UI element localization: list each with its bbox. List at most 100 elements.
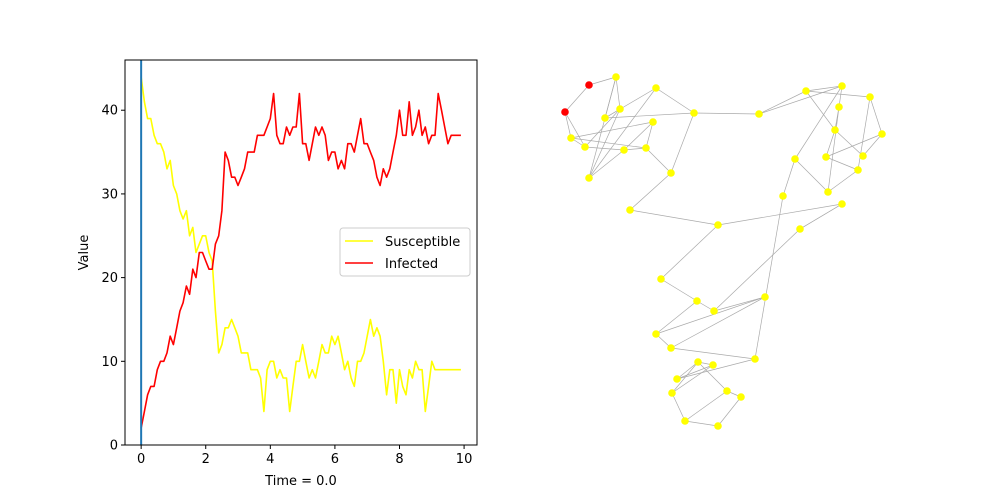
legend: Susceptible Infected <box>339 227 471 277</box>
network-node-susceptible <box>824 188 832 196</box>
network-node-susceptible <box>681 417 689 425</box>
network-edge <box>660 224 719 280</box>
network-edge <box>825 156 859 171</box>
time-series-plot: 0 2 4 6 8 10 0 10 20 30 40 Time = 0.0 Value Susce… <box>77 59 478 489</box>
network-node-susceptible <box>714 422 722 430</box>
network-node-susceptible <box>667 169 675 177</box>
network-edge <box>693 112 760 115</box>
legend-label-infected: Infected <box>385 257 438 272</box>
network-edge <box>564 111 586 148</box>
network-node-infected <box>561 108 569 116</box>
network-node-susceptible <box>835 103 843 111</box>
network-node-susceptible <box>755 110 763 118</box>
x-tick-label: 8 <box>395 452 403 467</box>
legend-box <box>339 227 471 277</box>
network-node-susceptible <box>668 389 676 397</box>
network-edge <box>564 111 572 139</box>
network-edge <box>676 358 756 380</box>
network-edge <box>825 133 883 158</box>
network-edge <box>827 106 840 193</box>
x-tick-label: 10 <box>456 452 473 467</box>
network-node-susceptible <box>838 200 846 208</box>
y-tick-label: 40 <box>101 104 118 119</box>
network-edge <box>588 108 621 179</box>
network-node-susceptible <box>693 297 701 305</box>
network-node-susceptible <box>866 93 874 101</box>
network-edge <box>805 90 836 131</box>
network-node-susceptible <box>796 225 804 233</box>
network-node-susceptible <box>761 293 769 301</box>
legend-label-susceptible: Susceptible <box>385 235 460 250</box>
network-edge <box>629 172 672 211</box>
network-edge <box>754 195 784 360</box>
network-edge <box>671 364 714 394</box>
network-node-susceptible <box>567 134 575 142</box>
network-node-susceptible <box>652 330 660 338</box>
network-edge <box>615 76 621 110</box>
network-graph <box>561 73 886 430</box>
network-edge <box>670 112 695 174</box>
network-edge <box>758 90 807 115</box>
y-axis-ticks: 0 10 20 30 40 <box>101 104 125 454</box>
axes-frame <box>124 59 478 446</box>
network-edge <box>758 85 843 115</box>
network-node-susceptible <box>642 144 650 152</box>
network-node-susceptible <box>723 387 731 395</box>
x-tick-label: 6 <box>331 452 339 467</box>
network-edge <box>670 296 766 349</box>
network-node-susceptible <box>822 153 830 161</box>
network-node-susceptible <box>601 114 609 122</box>
y-tick-label: 0 <box>110 439 118 454</box>
network-node-susceptible <box>838 82 846 90</box>
network-edge <box>713 228 801 312</box>
y-tick-label: 30 <box>101 187 118 202</box>
network-edge <box>671 361 699 394</box>
network-edge <box>834 129 864 157</box>
network-edge <box>805 90 871 98</box>
series-line-susceptible <box>140 76 461 413</box>
network-node-susceptible <box>585 174 593 182</box>
network-node-susceptible <box>581 143 589 151</box>
network-node-susceptible <box>612 73 620 81</box>
x-axis-ticks: 0 2 4 6 8 10 <box>137 445 472 467</box>
network-node-susceptible <box>694 358 702 366</box>
network-edge <box>655 300 698 335</box>
y-tick-label: 20 <box>101 271 118 286</box>
network-node-susceptible <box>710 307 718 315</box>
network-node-susceptible <box>616 105 624 113</box>
network-edge <box>862 133 883 157</box>
network-node-susceptible <box>831 126 839 134</box>
network-edge <box>676 361 699 380</box>
network-edge <box>827 169 859 193</box>
network-edge <box>869 96 883 135</box>
network-edge <box>655 87 695 114</box>
network-edge <box>684 390 728 422</box>
network-edge <box>670 347 756 360</box>
network-edge <box>604 112 695 119</box>
network-edge <box>570 121 654 139</box>
network-node-susceptible <box>854 166 862 174</box>
network-edge <box>671 392 686 422</box>
network-node-susceptible <box>673 375 681 383</box>
network-node-susceptible <box>859 152 867 160</box>
network-edge <box>697 361 728 392</box>
network-edge <box>623 121 654 151</box>
x-tick-label: 4 <box>266 452 274 467</box>
network-node-susceptible <box>709 361 717 369</box>
series-line-infected <box>140 92 461 429</box>
network-edges <box>564 76 883 427</box>
network-edge <box>794 85 843 160</box>
network-node-susceptible <box>649 118 657 126</box>
network-edge <box>645 147 672 174</box>
network-node-susceptible <box>779 192 787 200</box>
network-node-susceptible <box>690 109 698 117</box>
network-node-susceptible <box>652 84 660 92</box>
network-edge <box>805 85 843 92</box>
network-edge <box>713 296 766 312</box>
network-edge <box>782 158 796 197</box>
network-edge <box>604 87 657 119</box>
network-node-susceptible <box>714 221 722 229</box>
network-edge <box>684 420 719 427</box>
